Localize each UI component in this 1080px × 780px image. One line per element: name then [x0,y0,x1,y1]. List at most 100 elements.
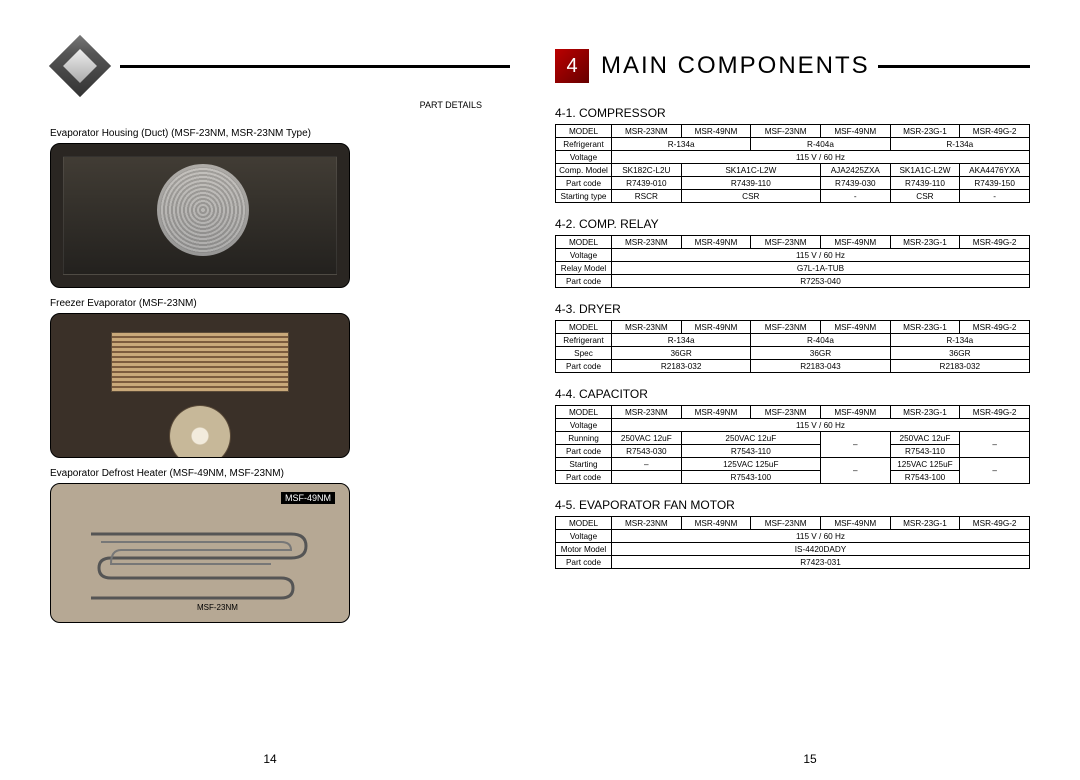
cell: 125VAC 125uF [681,458,820,471]
capacitor-table: MODELMSR-23NMMSR-49NMMSF-23NMMSF-49NMMSR… [555,405,1030,484]
cell: 250VAC 12uF [681,432,820,445]
cell: MSF-49NM [820,321,890,334]
cell: MSF-49NM [820,125,890,138]
cell: R2183-043 [751,360,890,373]
row-label: Voltage [556,419,612,432]
row-label: Part code [556,275,612,288]
cell: R-404a [751,138,890,151]
cell: R-134a [612,334,751,347]
cell: R7253-040 [612,275,1030,288]
cell: R7543-100 [681,471,820,484]
right-header: 4 MAIN COMPONENTS [555,40,1030,92]
cell: MSR-49NM [681,236,751,249]
cell: 115 V / 60 Hz [612,419,1030,432]
cell: MSR-49G-2 [960,125,1030,138]
evap-fan-motor-title: 4-5. EVAPORATOR FAN MOTOR [555,498,1030,512]
cell: - [960,190,1030,203]
part-details-label: PART DETAILS [50,100,482,110]
heater-icon [81,524,321,604]
cell: MSF-49NM [820,517,890,530]
row-label: Part code [556,556,612,569]
row-label: Voltage [556,530,612,543]
cell: MSR-23G-1 [890,517,960,530]
row-label: Spec [556,347,612,360]
cell: MSR-49NM [681,321,751,334]
cell: 36GR [890,347,1029,360]
evap-fan-motor-table: MODELMSR-23NMMSR-49NMMSF-23NMMSF-49NMMSR… [555,516,1030,569]
cell: MSR-23G-1 [890,125,960,138]
cell: CSR [681,190,820,203]
row-label: Running [556,432,612,445]
cell: R2183-032 [612,360,751,373]
row-label: Voltage [556,249,612,262]
cell: – [820,432,890,458]
row-label: Motor Model [556,543,612,556]
cell: MSR-49G-2 [960,517,1030,530]
cell: 36GR [751,347,890,360]
section-number-box: 4 [555,49,589,83]
cell: MSR-49G-2 [960,321,1030,334]
cell: R7543-030 [612,445,682,458]
cell: AKA4476YXA [960,164,1030,177]
cell: R7439-030 [820,177,890,190]
cell: MSR-49G-2 [960,236,1030,249]
left-page: PART DETAILS Evaporator Housing (Duct) (… [0,0,540,780]
cell: IS-4420DADY [612,543,1030,556]
compressor-title: 4-1. COMPRESSOR [555,106,1030,120]
cell [612,471,682,484]
cell: – [820,458,890,484]
photo-defrost-heater: MSF-49NM MSF-23NM [50,483,350,623]
row-label: Part code [556,177,612,190]
row-label: Refrigerant [556,334,612,347]
cell: 250VAC 12uF [612,432,682,445]
cell: R7439-110 [681,177,820,190]
cell: – [960,458,1030,484]
cell: R-404a [751,334,890,347]
cell: MSR-49NM [681,406,751,419]
tables-region: 4-1. COMPRESSORMODELMSR-23NMMSR-49NMMSF-… [555,106,1030,569]
diamond-logo-icon [49,35,111,97]
cell: MSF-49NM [820,406,890,419]
row-label: MODEL [556,236,612,249]
row-label: MODEL [556,406,612,419]
page-spread: PART DETAILS Evaporator Housing (Duct) (… [0,0,1080,780]
cell: – [612,458,682,471]
cell: MSR-23NM [612,321,682,334]
cell: MSF-23NM [751,321,821,334]
caption-evap-housing: Evaporator Housing (Duct) (MSF-23NM, MSR… [50,128,510,139]
cell: MSR-23G-1 [890,321,960,334]
row-label: Part code [556,471,612,484]
row-label: MODEL [556,321,612,334]
left-header [50,40,510,92]
page-number-left: 14 [263,752,276,766]
cell: 115 V / 60 Hz [612,151,1030,164]
row-label: Voltage [556,151,612,164]
cell: MSF-23NM [751,236,821,249]
photo-freezer-evap [50,313,350,458]
cell: MSF-23NM [751,517,821,530]
photo3-label-bottom: MSF-23NM [197,603,238,612]
row-label: MODEL [556,517,612,530]
cell: CSR [890,190,960,203]
capacitor-title: 4-4. CAPACITOR [555,387,1030,401]
cell: SK1A1C-L2W [681,164,820,177]
cell: MSR-23G-1 [890,236,960,249]
cell: R7439-110 [890,177,960,190]
cell: R2183-032 [890,360,1029,373]
main-title: MAIN COMPONENTS [601,52,870,80]
cell: R7439-010 [612,177,682,190]
compressor-table: MODELMSR-23NMMSR-49NMMSF-23NMMSF-49NMMSR… [555,124,1030,203]
cell: MSR-49G-2 [960,406,1030,419]
cell: MSR-23NM [612,125,682,138]
cell: AJA2425ZXA [820,164,890,177]
cell: MSR-23NM [612,517,682,530]
cell: MSF-23NM [751,125,821,138]
cell: SK1A1C-L2W [890,164,960,177]
cell: R7543-110 [890,445,960,458]
dryer-table: MODELMSR-23NMMSR-49NMMSF-23NMMSF-49NMMSR… [555,320,1030,373]
header-rule-right [878,65,1030,68]
comp-relay-table: MODELMSR-23NMMSR-49NMMSF-23NMMSF-49NMMSR… [555,235,1030,288]
cell: R-134a [890,138,1029,151]
row-label: MODEL [556,125,612,138]
cell: RSCR [612,190,682,203]
